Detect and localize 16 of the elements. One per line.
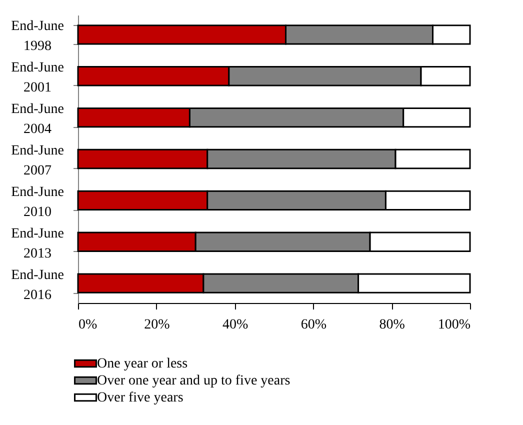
y-tick-label: End-June 1998 [11, 19, 64, 54]
y-tick-label: End-June 2007 [11, 144, 64, 178]
y-tick-label: End-June 2001 [11, 60, 64, 96]
x-tick-label: 60% [300, 318, 327, 332]
y-tick-label: End-June 2004 [11, 102, 64, 138]
legend-label: Over five years [97, 390, 184, 406]
y-tick-label: End-June 2013 [11, 226, 64, 262]
y-tick-label: End-June 2016 [11, 268, 64, 303]
x-tick-label: 20% [144, 318, 170, 332]
x-tick-label: 80% [379, 318, 406, 332]
legend-label: One year or less [97, 356, 188, 372]
x-tick-label: 0% [78, 318, 98, 332]
y-tick-label: End-June 2010 [11, 184, 64, 220]
x-tick-label: 100% [438, 318, 471, 332]
x-tick-label: 40% [222, 318, 248, 332]
legend-label: Over one year and up to five years [97, 374, 290, 388]
